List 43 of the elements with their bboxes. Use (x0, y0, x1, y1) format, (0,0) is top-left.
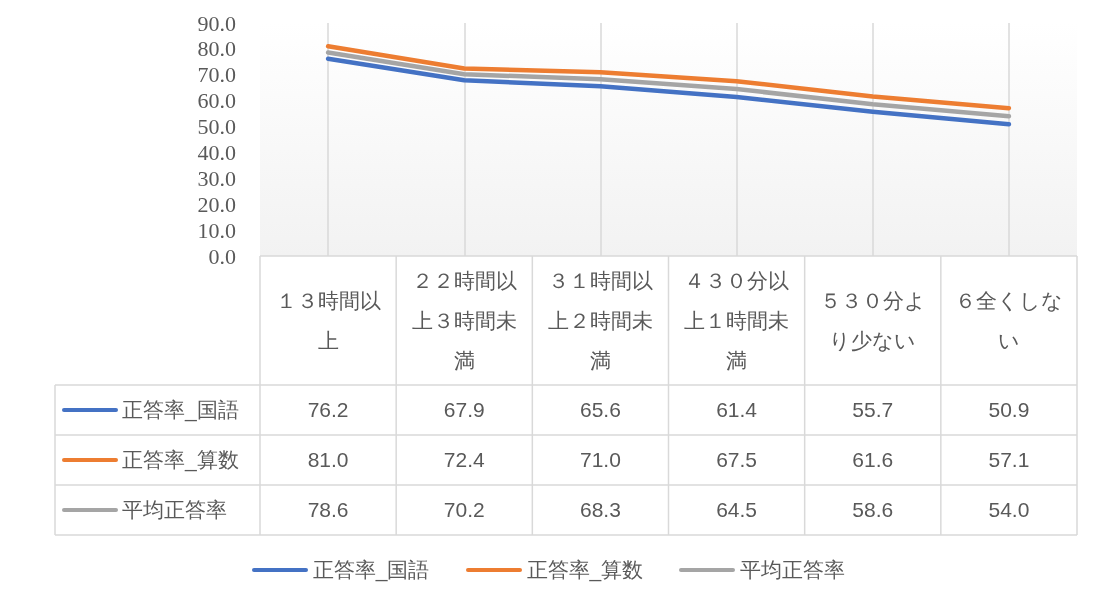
data-label: 76.2 (307, 398, 349, 422)
data-label: 81.0 (307, 448, 349, 472)
y-tick-label: 10.0 (197, 217, 236, 243)
data-label: 61.6 (852, 448, 894, 472)
y-tick-label: 70.0 (197, 62, 236, 88)
legend-label: 正答率_算数 (122, 448, 239, 472)
y-tick-label: 0.0 (208, 243, 236, 269)
data-label: 50.9 (988, 398, 1030, 422)
x-tick-label: ６全くしない (954, 288, 1063, 353)
data-label: 71.0 (579, 448, 621, 472)
data-label: 72.4 (443, 448, 485, 472)
data-label: 68.3 (579, 498, 621, 522)
data-label: 54.0 (988, 498, 1030, 522)
data-label: 55.7 (852, 398, 894, 422)
x-tick-label: １３時間以上 (275, 288, 381, 353)
x-tick-label: ５３０分より少ない (819, 288, 926, 353)
data-label: 67.5 (716, 448, 758, 472)
text: 正答率_国語 (312, 558, 430, 581)
y-tick-label: 50.0 (197, 114, 236, 140)
data-label: 65.6 (579, 398, 621, 422)
x-tick-label: ４３０分以上１時間未満 (684, 268, 790, 373)
legend-label: 正答率_国語 (122, 398, 239, 422)
data-label: 78.6 (307, 498, 349, 522)
data-label: 64.5 (716, 498, 758, 522)
text: 平均正答率 (740, 558, 846, 581)
y-tick-label: 80.0 (197, 36, 236, 62)
data-label: 70.2 (443, 498, 485, 522)
y-tick-label: 90.0 (197, 10, 236, 36)
text: 正答率_算数 (526, 558, 644, 581)
data-label: 67.9 (443, 398, 485, 422)
data-label: 58.6 (852, 498, 894, 522)
line-series (325, 50, 1012, 119)
data-label: 57.1 (988, 448, 1030, 472)
line-series (325, 56, 1012, 127)
legend-label: 平均正答率 (122, 498, 227, 522)
y-tick-label: 40.0 (197, 139, 236, 165)
x-tick-label: ２２時間以上３時間未満 (411, 268, 517, 373)
line-series (325, 44, 1012, 111)
y-tick-label: 30.0 (197, 165, 236, 191)
data-label: 61.4 (716, 398, 758, 422)
x-tick-label: ３１時間以上２時間未満 (547, 268, 653, 373)
y-tick-label: 60.0 (197, 88, 236, 114)
y-tick-label: 20.0 (197, 191, 236, 217)
